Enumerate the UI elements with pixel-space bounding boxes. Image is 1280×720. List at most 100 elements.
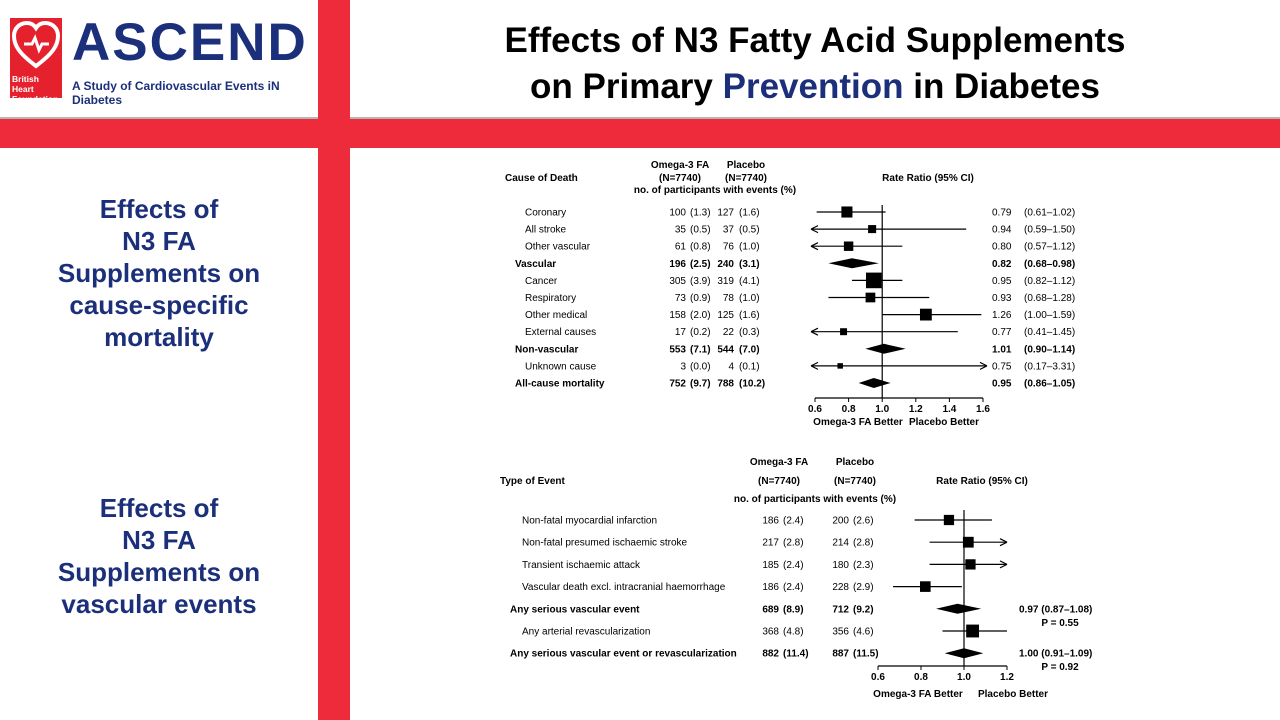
sidebar-line: vascular events: [61, 589, 257, 619]
group1-percent: (2.4): [783, 560, 804, 571]
rate-ratio-ci: (0.57–1.12): [1024, 242, 1075, 253]
rate-ratio-value: 0.79: [992, 208, 1012, 219]
row-label: Coronary: [525, 208, 566, 219]
row-label: Non-vascular: [515, 344, 578, 355]
group1-count: 3: [680, 361, 686, 372]
group2-percent: (0.3): [739, 327, 760, 338]
group2-count: 712: [832, 604, 849, 615]
estimate-square: [943, 514, 955, 526]
estimate-square: [919, 308, 932, 321]
row-label: Cancer: [525, 276, 558, 287]
group2-percent: (11.5): [853, 649, 879, 660]
group2-count: 240: [717, 259, 734, 270]
sidebar-section-mortality: Effects of N3 FA Supplements on cause-sp…: [0, 193, 318, 353]
rate-ratio-value: 0.93: [992, 293, 1012, 304]
row-label: External causes: [525, 327, 596, 338]
header-group2: Placebo: [836, 457, 874, 468]
title-line-2-pre: on Primary: [530, 67, 723, 106]
group1-percent: (8.9): [783, 604, 804, 615]
group2-count: 180: [832, 560, 849, 571]
rate-ratio-value: 0.77: [992, 327, 1012, 338]
rate-ratio-ci: (0.41–1.45): [1024, 327, 1075, 338]
group1-percent: (4.8): [783, 627, 804, 638]
group1-percent: (0.5): [690, 225, 711, 236]
estimate-square: [841, 206, 853, 218]
group1-count: 305: [669, 276, 686, 287]
header-group1: Omega-3 FA: [651, 160, 709, 171]
estimate-square: [837, 363, 843, 369]
row-label: Other medical: [525, 310, 587, 321]
header-group2-n: (N=7740): [725, 173, 767, 184]
group2-percent: (4.6): [853, 627, 874, 638]
header-group1: Omega-3 FA: [750, 457, 808, 468]
header-effect: Rate Ratio (95% CI): [936, 476, 1028, 487]
rate-ratio-text: 0.97 (0.87–1.08): [1019, 604, 1092, 615]
header-group1-n: (N=7740): [758, 476, 800, 487]
group1-count: 553: [669, 344, 686, 355]
group2-percent: (3.1): [739, 259, 760, 270]
group1-percent: (9.7): [690, 379, 711, 390]
row-label: All stroke: [525, 225, 567, 236]
group2-count: 200: [832, 516, 849, 527]
ci-arrow-left: [810, 225, 819, 234]
group1-count: 61: [675, 242, 687, 253]
row-label: Any arterial revascularization: [522, 627, 650, 638]
group1-count: 368: [762, 627, 779, 638]
group2-percent: (9.2): [853, 604, 874, 615]
group2-count: 356: [832, 627, 849, 638]
sidebar-line: cause-specific: [69, 290, 249, 320]
group1-percent: (2.4): [783, 582, 804, 593]
group1-percent: (0.8): [690, 242, 711, 253]
x-tick-label: 1.6: [976, 404, 990, 415]
header-group2-n: (N=7740): [834, 476, 876, 487]
header-divider: [0, 117, 1280, 119]
group1-count: 158: [669, 310, 686, 321]
row-label: All-cause mortality: [515, 379, 605, 390]
x-tick-label: 1.2: [909, 404, 923, 415]
header-row-label: Type of Event: [500, 476, 565, 487]
rate-ratio-value: 0.82: [992, 259, 1012, 270]
axis-caption-right: Placebo Better: [978, 689, 1048, 700]
x-tick-label: 1.2: [1000, 672, 1014, 683]
group1-percent: (2.4): [783, 516, 804, 527]
x-tick-label: 0.6: [808, 404, 822, 415]
group1-percent: (2.8): [783, 538, 804, 549]
row-label: Non-fatal presumed ischaemic stroke: [522, 538, 688, 549]
sidebar-line: Supplements on: [57, 557, 261, 587]
group2-count: 319: [717, 276, 734, 287]
rate-ratio-value: 0.94: [992, 225, 1012, 236]
axis-caption-left: Omega-3 FA Better: [873, 689, 963, 700]
estimate-square: [843, 241, 854, 251]
group2-percent: (7.0): [739, 344, 760, 355]
group2-count: 228: [832, 582, 849, 593]
p-value-text: P = 0.92: [1041, 662, 1079, 673]
x-tick-label: 0.8: [914, 672, 928, 683]
row-label: Vascular death excl. intracranial haemor…: [522, 582, 726, 593]
group1-percent: (7.1): [690, 344, 711, 355]
logo-tagline: A Study of Cardiovascular Events iN Diab…: [72, 79, 280, 107]
group1-count: 17: [675, 327, 687, 338]
row-label: Vascular: [515, 259, 556, 270]
group2-percent: (2.9): [853, 582, 874, 593]
rate-ratio-ci: (0.61–1.02): [1024, 208, 1075, 219]
axis-caption-right: Placebo Better: [909, 417, 979, 428]
x-tick-label: 1.4: [942, 404, 956, 415]
group2-count: 76: [723, 242, 735, 253]
row-label: Non-fatal myocardial infarction: [522, 516, 657, 527]
rate-ratio-ci: (0.59–1.50): [1024, 225, 1075, 236]
summary-diamond: [865, 343, 906, 354]
ci-arrow-right: [999, 560, 1008, 569]
sidebar-line: Effects of: [99, 493, 219, 523]
group1-percent: (0.0): [690, 361, 711, 372]
group2-count: 544: [717, 344, 734, 355]
group2-percent: (1.0): [739, 293, 760, 304]
group2-percent: (1.6): [739, 310, 760, 321]
rate-ratio-ci: (0.82–1.12): [1024, 276, 1075, 287]
group2-percent: (2.8): [853, 538, 874, 549]
group1-percent: (1.3): [690, 208, 711, 219]
summary-diamond: [828, 258, 879, 269]
sidebar-line: mortality: [104, 322, 214, 352]
sidebar-line: Supplements on: [57, 258, 261, 288]
group2-percent: (1.6): [739, 208, 760, 219]
